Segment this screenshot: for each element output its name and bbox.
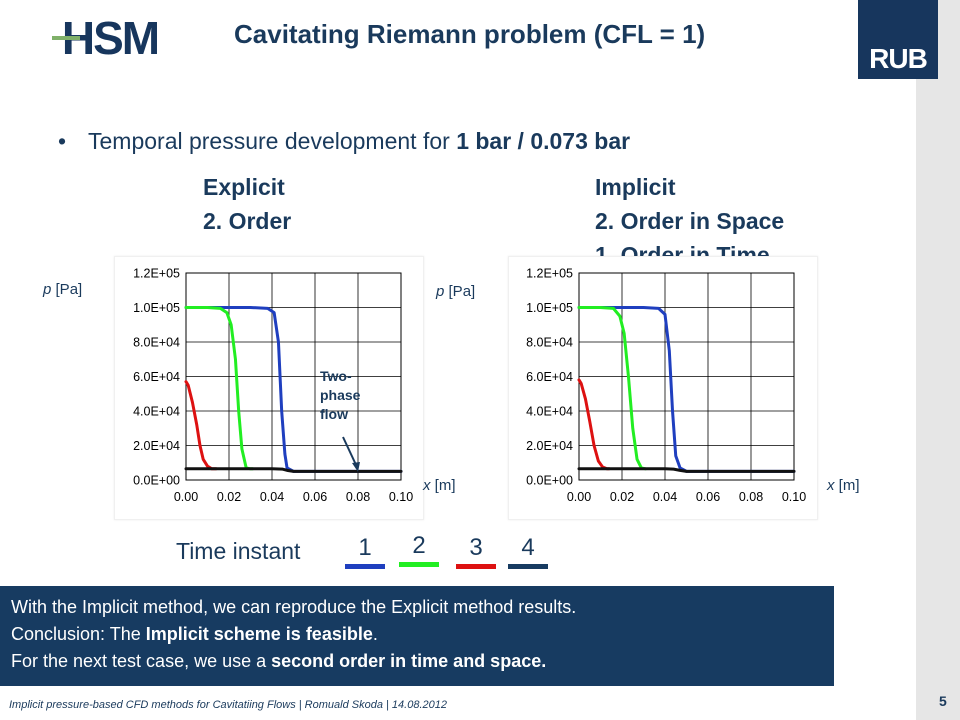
footer-text: Implicit pressure-based CFD methods for … xyxy=(9,699,447,711)
implicit-x-var: x xyxy=(827,477,835,494)
explicit-y-tick-label: 4.0E+04 xyxy=(133,405,180,419)
explicit-heading: Explicit 2. Order xyxy=(203,170,291,238)
page-title: Cavitating Riemann problem (CFL = 1) xyxy=(234,19,706,49)
legend-item-4: 4 xyxy=(508,534,548,569)
explicit-heading-line2: 2. Order xyxy=(203,208,292,234)
legend-item-3-label: 3 xyxy=(469,534,483,561)
annotation-line3: flow xyxy=(320,406,348,422)
explicit-x-tick-label: 0.10 xyxy=(389,490,413,504)
bullet-point: • Temporal pressure development for 1 bar… xyxy=(58,128,630,155)
conclusion-line2-post: . xyxy=(372,624,378,644)
legend-item-1: 1 xyxy=(345,534,385,569)
explicit-series-4-line xyxy=(184,467,403,473)
explicit-heading-line1: Explicit xyxy=(203,174,285,200)
legend-item-2-swatch xyxy=(399,562,439,567)
explicit-x-var: x xyxy=(423,477,431,494)
conclusion-line1: With the Implicit method, we can reprodu… xyxy=(11,597,577,617)
explicit-y-axis-label: p [Pa] xyxy=(43,281,82,298)
legend-item-1-label: 1 xyxy=(358,534,372,561)
legend-item-2: 2 xyxy=(399,532,439,567)
implicit-x-axis-label: x [m] xyxy=(827,477,860,494)
implicit-y-unit: [Pa] xyxy=(448,283,476,300)
conclusion-box: With the Implicit method, we can reprodu… xyxy=(0,586,834,686)
legend-item-3-swatch xyxy=(456,564,496,569)
explicit-x-unit: [m] xyxy=(434,477,456,494)
legend-item-4-label: 4 xyxy=(521,534,535,561)
two-phase-flow-annotation: Two- phase flow xyxy=(320,367,390,424)
conclusion-line3-pre: For the next test case, we use a xyxy=(11,651,272,671)
bullet-icon: • xyxy=(58,128,67,154)
explicit-x-tick-label: 0.00 xyxy=(174,490,198,504)
conclusion-line3-bold: second order in time and space. xyxy=(271,651,547,671)
legend-item-1-swatch xyxy=(345,564,385,569)
implicit-heading-line1: Implicit xyxy=(595,174,676,200)
legend-item-2-label: 2 xyxy=(412,532,426,559)
explicit-x-tick-label: 0.02 xyxy=(217,490,241,504)
conclusion-line2-pre: Conclusion: The xyxy=(11,624,146,644)
implicit-heading-line2: 2. Order in Space xyxy=(595,208,785,234)
explicit-y-tick-label: 1.0E+05 xyxy=(133,301,180,315)
implicit-y-var: p xyxy=(436,283,445,300)
explicit-y-tick-label: 1.2E+05 xyxy=(133,267,180,281)
page-number: 5 xyxy=(939,693,947,709)
annotation-line2: phase xyxy=(320,387,361,403)
implicit-x-unit: [m] xyxy=(838,477,860,494)
explicit-y-tick-label: 8.0E+04 xyxy=(133,336,180,350)
conclusion-line2-bold: Implicit scheme is feasible xyxy=(145,624,373,644)
conclusion-line3: For the next test case, we use a second … xyxy=(11,648,834,675)
explicit-x-tick-label: 0.06 xyxy=(303,490,327,504)
bullet-text: Temporal pressure development for xyxy=(88,128,457,154)
explicit-y-tick-label: 6.0E+04 xyxy=(133,370,180,384)
explicit-x-tick-label: 0.08 xyxy=(346,490,370,504)
explicit-y-unit: [Pa] xyxy=(55,281,83,298)
annotation-line1: Two- xyxy=(320,368,352,384)
explicit-x-tick-label: 0.04 xyxy=(260,490,284,504)
explicit-y-tick-label: 0.0E+00 xyxy=(133,474,180,488)
implicit-y-axis-label: p [Pa] xyxy=(436,283,475,300)
conclusion-line2: Conclusion: The Implicit scheme is feasi… xyxy=(11,621,834,648)
explicit-y-var: p xyxy=(43,281,52,298)
rub-logo: RUB xyxy=(858,0,938,79)
explicit-y-tick-label: 2.0E+04 xyxy=(133,439,180,453)
legend-item-3: 3 xyxy=(456,534,496,569)
bullet-bold-text: 1 bar / 0.073 bar xyxy=(456,128,631,154)
hsm-logo: HSM xyxy=(48,12,172,62)
legend-title: Time instant xyxy=(176,538,301,564)
legend-item-4-swatch xyxy=(508,564,548,569)
explicit-x-axis-label: x [m] xyxy=(423,477,456,494)
right-side-bar xyxy=(916,0,960,720)
